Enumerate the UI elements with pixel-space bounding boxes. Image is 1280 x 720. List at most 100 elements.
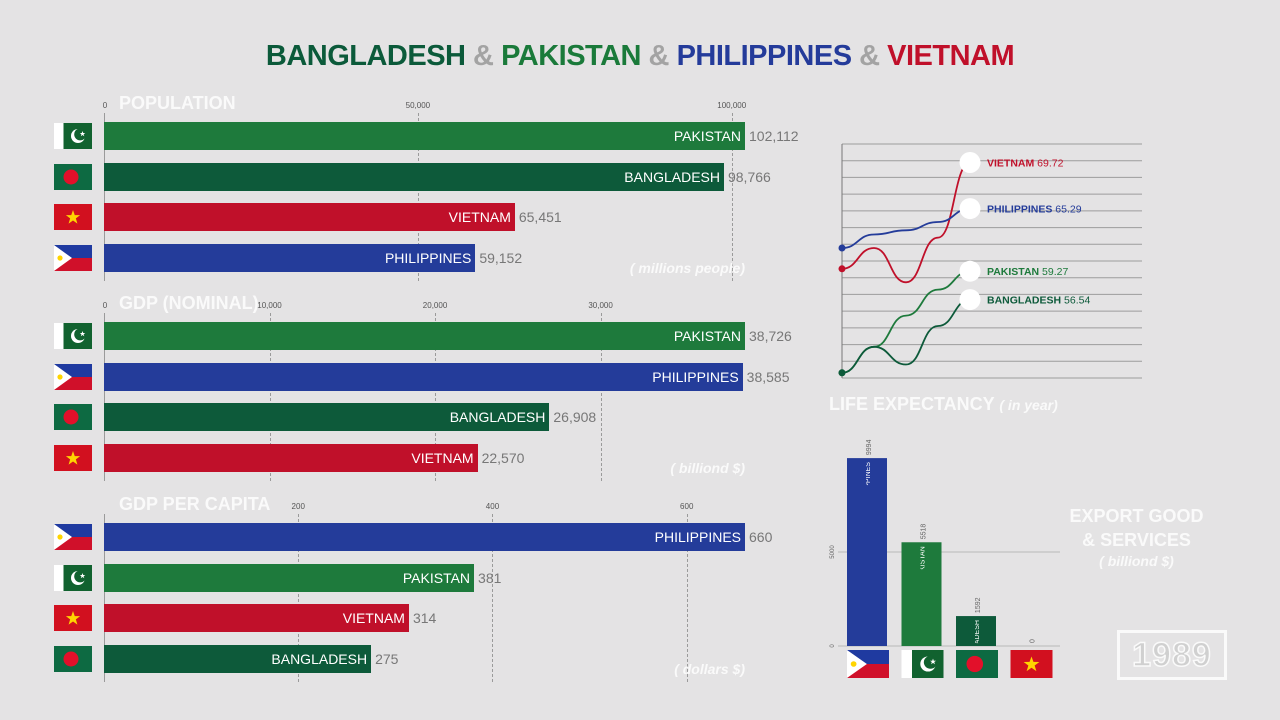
tick-label: 0 bbox=[830, 644, 836, 648]
philippines-flag-icon bbox=[54, 363, 92, 390]
series-start-point bbox=[838, 244, 846, 252]
bangladesh-flag-icon bbox=[956, 650, 998, 678]
pakistan-flag-icon bbox=[54, 564, 92, 591]
bar-value-label: 0 bbox=[1030, 639, 1037, 643]
unit-label: ( dollars $) bbox=[674, 661, 745, 677]
vietnam-flag-icon bbox=[1010, 650, 1053, 678]
bar-country-label: PAKISTAN bbox=[402, 569, 471, 586]
zero-axis-line bbox=[104, 113, 105, 281]
zero-axis-line bbox=[104, 313, 105, 481]
bar-value-label: 26,908 bbox=[553, 409, 597, 426]
grid-line bbox=[686, 514, 688, 682]
bar bbox=[104, 403, 550, 432]
panel-title: GDP PER CAPITA bbox=[119, 494, 271, 514]
life-expectancy-title: LIFE EXPECTANCY ( in year) bbox=[829, 394, 1058, 414]
series-end-marker bbox=[959, 260, 981, 282]
bar bbox=[104, 322, 745, 350]
tick-label: 400 bbox=[485, 502, 500, 511]
philippines-flag-icon bbox=[847, 650, 889, 678]
series-end-marker bbox=[959, 198, 981, 220]
grid-line bbox=[600, 313, 602, 481]
bar bbox=[104, 362, 743, 391]
bar-value-label: 102,112 bbox=[749, 128, 799, 144]
grid-line bbox=[298, 514, 300, 682]
title-part: PHILIPPINES bbox=[676, 40, 853, 72]
title-part: & bbox=[641, 40, 677, 72]
tick-label: 20,000 bbox=[422, 301, 448, 310]
zero-axis-line bbox=[104, 514, 105, 682]
series-end-label: BANGLADESH 56.54 bbox=[987, 295, 1090, 307]
bar-country-label: VIETNAM bbox=[448, 209, 511, 226]
bar-country-label: PHILIPPINES bbox=[384, 250, 472, 267]
tick-label: 10,000 bbox=[257, 301, 282, 310]
series-end-label: VIETNAM 69.72 bbox=[987, 158, 1064, 170]
tick-label: 600 bbox=[680, 502, 694, 511]
pakistan-flag-icon bbox=[901, 650, 944, 678]
title-part: BANGLADESH bbox=[265, 40, 466, 72]
bar bbox=[104, 563, 475, 592]
bar-value-label: 65,451 bbox=[518, 209, 562, 226]
grid-line bbox=[731, 113, 733, 281]
main-title: BANGLADESH & PAKISTAN & PHILIPPINES & VI… bbox=[0, 40, 1280, 73]
bar-value-label: 38,585 bbox=[746, 368, 790, 385]
exports-chart: 0 5000 9994 PHILIPPINES 5518 PAKISTAN 1592 BANG… bbox=[830, 439, 1060, 678]
panel-title: GDP (NOMINAL) bbox=[119, 293, 259, 313]
bar-value-label: 59,152 bbox=[479, 250, 523, 267]
tick-label: 0 bbox=[102, 101, 108, 110]
bar-country-label: PHILIPPINES bbox=[652, 368, 739, 385]
bar-value-label: 381 bbox=[478, 569, 502, 586]
tick-label: 30,000 bbox=[588, 301, 613, 310]
bangladesh-flag-icon bbox=[54, 404, 92, 431]
series-line-vietnam bbox=[841, 161, 971, 284]
series-line-philippines bbox=[841, 207, 971, 249]
tick-label: 5000 bbox=[830, 545, 836, 559]
philippines-flag-icon bbox=[54, 524, 92, 550]
bar bbox=[104, 604, 409, 633]
bar-country-label: PAKISTAN bbox=[673, 128, 741, 144]
bar-country-label: PHILIPPINES bbox=[654, 529, 741, 545]
bar-value-label: 314 bbox=[412, 610, 437, 627]
pakistan-flag-icon bbox=[54, 123, 92, 149]
title-part: VIETNAM bbox=[887, 40, 1015, 72]
series-line-bangladesh bbox=[841, 298, 971, 374]
bar bbox=[104, 162, 724, 191]
bar-value-label: 22,570 bbox=[481, 450, 525, 467]
bar bbox=[104, 203, 515, 232]
tick-label: 0 bbox=[102, 301, 108, 310]
grid-line bbox=[435, 313, 437, 481]
series-end-label: PAKISTAN 59.27 bbox=[987, 266, 1068, 278]
bar bbox=[104, 444, 478, 473]
bangladesh-flag-icon bbox=[54, 163, 92, 190]
bar-country-label: PHILIPPINES bbox=[865, 462, 872, 506]
bar-value-label: 5518 bbox=[921, 524, 928, 540]
bar bbox=[956, 616, 996, 646]
bar-value-label: 275 bbox=[375, 651, 399, 668]
series-end-label: PHILIPPINES 65.29 bbox=[987, 204, 1082, 216]
vietnam-flag-icon bbox=[54, 204, 92, 231]
philippines-flag-icon bbox=[54, 245, 92, 272]
title-part: & bbox=[851, 40, 888, 72]
bar bbox=[104, 523, 745, 551]
bar bbox=[104, 645, 372, 674]
exports-title: EXPORT GOOD & SERVICES ( billiond $) bbox=[1069, 506, 1204, 569]
tick-label: 100,000 bbox=[717, 101, 747, 110]
pakistan-flag-icon bbox=[54, 323, 92, 349]
bar bbox=[847, 458, 887, 646]
year-label: 1989 bbox=[1117, 630, 1227, 680]
bangladesh-flag-icon bbox=[54, 646, 92, 673]
tick-label: 50,000 bbox=[405, 101, 431, 110]
bar-value-label: 38,726 bbox=[749, 328, 792, 344]
bar-country-label: BANGLADESH bbox=[271, 651, 368, 668]
grid-line bbox=[417, 113, 419, 281]
vietnam-flag-icon bbox=[54, 445, 92, 472]
vietnam-flag-icon bbox=[54, 605, 92, 632]
unit-label: ( millions people) bbox=[629, 260, 745, 276]
unit-label: ( billiond $) bbox=[670, 460, 745, 476]
bar-country-label: PAKISTAN bbox=[673, 328, 741, 344]
bar-country-label: BANGLADESH bbox=[449, 409, 546, 426]
bar bbox=[104, 122, 745, 150]
bar-country-label: BANGLADESH bbox=[974, 620, 981, 668]
bar-value-label: 98,766 bbox=[727, 168, 771, 185]
bar bbox=[104, 244, 476, 273]
bar-country-label: BANGLADESH bbox=[624, 168, 720, 185]
